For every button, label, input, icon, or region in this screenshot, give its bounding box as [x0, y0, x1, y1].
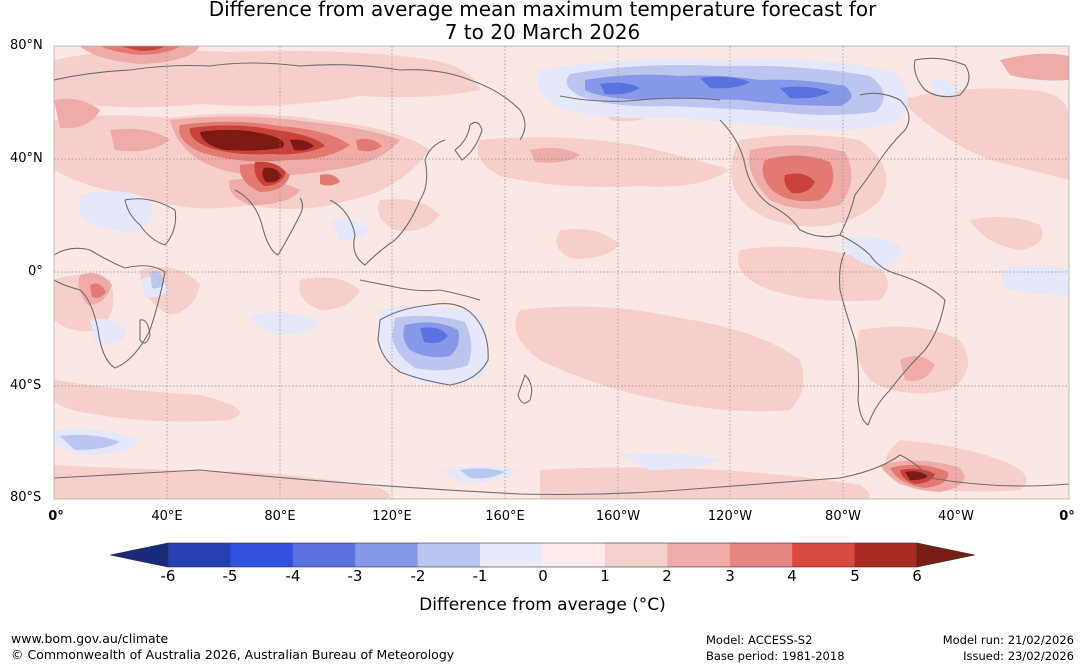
lon-label-0-right: 0° [1059, 509, 1075, 524]
map-frame [53, 45, 1070, 500]
colorbar-under-triangle [109, 542, 169, 568]
colorbar-segment [292, 543, 356, 567]
colorbar-segment [355, 543, 419, 567]
colorbar-tick: 6 [912, 567, 922, 585]
colorbar-segment [168, 543, 231, 567]
coastlines [54, 57, 1069, 496]
colorbar-tick: -5 [222, 567, 238, 585]
lat-label-80n: 80°N [10, 38, 43, 53]
colorbar-tick: -2 [410, 567, 426, 585]
map-title-line2: 7 to 20 March 2026 [444, 20, 641, 44]
footer-model: Model: ACCESS-S2 [706, 633, 813, 647]
lon-label-80w: 80°W [825, 509, 861, 524]
colorbar-segment [542, 543, 606, 567]
colorbar-segment [854, 543, 918, 567]
colorbar-tick: 3 [725, 567, 735, 585]
footer-website: www.bom.gov.au/climate [11, 631, 169, 646]
colorbar-tick: -4 [285, 567, 301, 585]
cool-very-regions [420, 76, 830, 344]
anomaly-field [54, 46, 1069, 499]
colorbar-segment [230, 543, 294, 567]
lon-label-40w: 40°W [938, 509, 974, 524]
colorbar-tick: 1 [600, 567, 610, 585]
lon-label-160e: 160°E [485, 509, 525, 524]
footer-base-period: Base period: 1981-2018 [706, 649, 845, 663]
colorbar-segment [480, 543, 543, 567]
colorbar-over-triangle [916, 542, 976, 568]
lon-label-0-left: 0° [48, 509, 64, 524]
colorbar-segment [729, 543, 793, 567]
lon-label-40e: 40°E [151, 509, 183, 524]
colorbar-tick: 0 [538, 567, 548, 585]
lon-label-120e: 120°E [372, 509, 412, 524]
lat-label-80s: 80°S [10, 490, 42, 505]
colorbar-tick: 4 [787, 567, 797, 585]
lat-label-40s: 40°S [10, 378, 42, 393]
colorbar [109, 542, 976, 568]
footer-issued: Issued: 23/02/2026 [963, 649, 1074, 663]
lon-label-120w: 120°W [707, 509, 753, 524]
colorbar-tick: -6 [160, 567, 176, 585]
footer-model-run: Model run: 21/02/2026 [942, 633, 1074, 647]
footer-copyright: © Commonwealth of Australia 2026, Austra… [11, 647, 455, 662]
colorbar-tick: -1 [472, 567, 488, 585]
colorbar-segments [168, 543, 918, 567]
colorbar-title: Difference from average (°C) [419, 595, 666, 615]
colorbar-tick: 5 [850, 567, 860, 585]
lon-label-80e: 80°E [264, 509, 296, 524]
lat-label-40n: 40°N [10, 151, 43, 166]
lat-label-equator: 0° [28, 264, 43, 279]
warm-extreme-regions [200, 129, 928, 481]
colorbar-segment [604, 543, 668, 567]
colorbar-tick: -3 [347, 567, 363, 585]
map-title-line1: Difference from average mean maximum tem… [208, 0, 877, 21]
graticule [54, 46, 1069, 499]
colorbar-tick: 2 [662, 567, 672, 585]
colorbar-segment [792, 543, 856, 567]
colorbar-segment [667, 543, 731, 567]
colorbar-segment [417, 543, 481, 567]
lon-label-160w: 160°W [595, 509, 641, 524]
